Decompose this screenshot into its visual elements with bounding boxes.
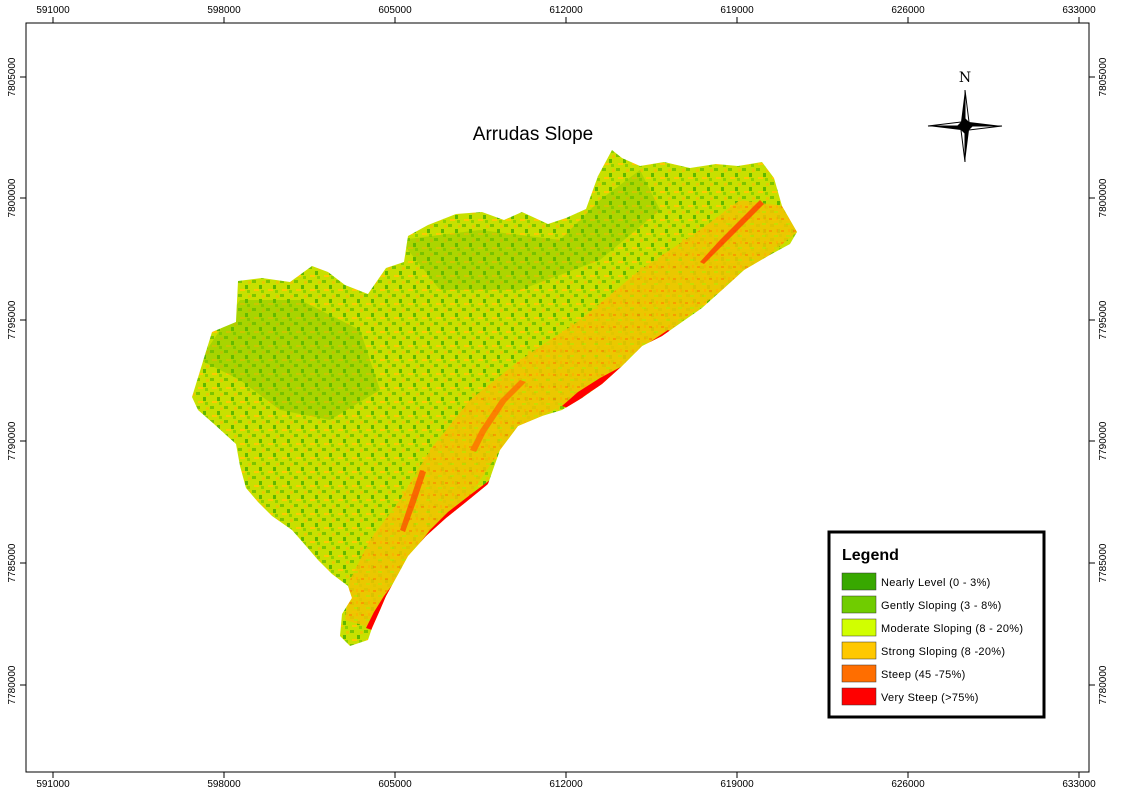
legend-title: Legend	[842, 547, 899, 564]
x-axis-ticks	[52, 17, 1080, 778]
x-tick-label: 605000	[378, 779, 412, 790]
legend-label: Strong Sloping (8 -20%)	[881, 646, 1005, 658]
x-tick-label: 633000	[1062, 779, 1096, 790]
x-tick-label: 591000	[36, 5, 70, 16]
x-tick-label: 598000	[207, 5, 241, 16]
legend-label: Gently Sloping (3 - 8%)	[881, 600, 1002, 612]
legend-swatch	[841, 618, 877, 637]
x-tick-label: 619000	[720, 5, 754, 16]
x-tick-label: 598000	[207, 779, 241, 790]
y-tick-label: 7780000	[7, 665, 18, 704]
x-tick-labels-top: 591000 598000 605000 612000 619000 62600…	[36, 5, 1096, 16]
steep-zone	[400, 470, 426, 532]
x-tick-label: 612000	[549, 5, 583, 16]
legend-swatch	[841, 687, 877, 706]
y-tick-label: 7790000	[7, 421, 18, 460]
legend-label: Steep (45 -75%)	[881, 669, 966, 681]
y-tick-labels-right: 7805000 7800000 7795000 7790000 7785000 …	[1098, 57, 1109, 704]
x-tick-label: 605000	[378, 5, 412, 16]
steep-zone	[470, 380, 526, 452]
y-tick-label: 7805000	[7, 57, 18, 96]
legend-swatch	[841, 641, 877, 660]
x-tick-label: 633000	[1062, 5, 1096, 16]
legend-swatch	[841, 664, 877, 683]
gentle-slope-zone	[400, 170, 660, 290]
y-tick-label: 7790000	[1098, 421, 1109, 460]
north-arrow-icon	[927, 89, 1003, 163]
legend-label: Moderate Sloping (8 - 20%)	[881, 623, 1023, 635]
x-tick-label: 626000	[891, 779, 925, 790]
map-title: Arrudas Slope	[473, 124, 593, 145]
steep-zone	[700, 200, 764, 264]
x-tick-label: 626000	[891, 5, 925, 16]
strong-slope-zone	[345, 200, 797, 628]
y-tick-label: 7800000	[1098, 178, 1109, 217]
legend-swatch	[841, 572, 877, 591]
x-tick-label: 612000	[549, 779, 583, 790]
x-tick-labels-bottom: 591000 598000 605000 612000 619000 62600…	[36, 779, 1096, 790]
legend-label: Nearly Level (0 - 3%)	[881, 577, 991, 589]
x-tick-label: 591000	[36, 779, 70, 790]
legend-label: Very Steep (>75%)	[881, 692, 979, 704]
y-tick-label: 7795000	[7, 300, 18, 339]
y-tick-label: 7785000	[7, 543, 18, 582]
y-tick-labels-left: 7805000 7800000 7795000 7790000 7785000 …	[7, 57, 18, 704]
y-tick-label: 7780000	[1098, 665, 1109, 704]
y-tick-label: 7800000	[7, 178, 18, 217]
y-axis-ticks	[20, 76, 1095, 686]
y-tick-label: 7785000	[1098, 543, 1109, 582]
north-label: N	[959, 70, 971, 86]
legend-swatch	[841, 595, 877, 614]
gentle-slope-zone	[200, 300, 380, 420]
x-tick-label: 619000	[720, 779, 754, 790]
y-tick-label: 7795000	[1098, 300, 1109, 339]
legend: Legend Nearly Level (0 - 3%) Gently Slop…	[827, 530, 1046, 719]
y-tick-label: 7805000	[1098, 57, 1109, 96]
